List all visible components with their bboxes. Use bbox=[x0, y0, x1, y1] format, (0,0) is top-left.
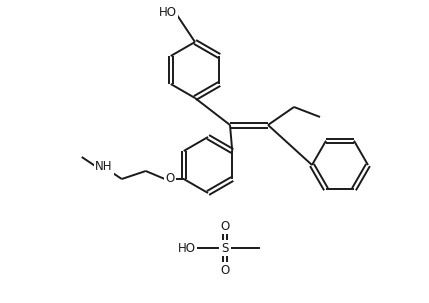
Text: O: O bbox=[221, 219, 230, 232]
Text: HO: HO bbox=[159, 5, 177, 18]
Text: S: S bbox=[221, 241, 229, 255]
Text: O: O bbox=[165, 172, 174, 185]
Text: HO: HO bbox=[178, 241, 196, 255]
Text: NH: NH bbox=[95, 161, 112, 174]
Text: O: O bbox=[221, 264, 230, 277]
